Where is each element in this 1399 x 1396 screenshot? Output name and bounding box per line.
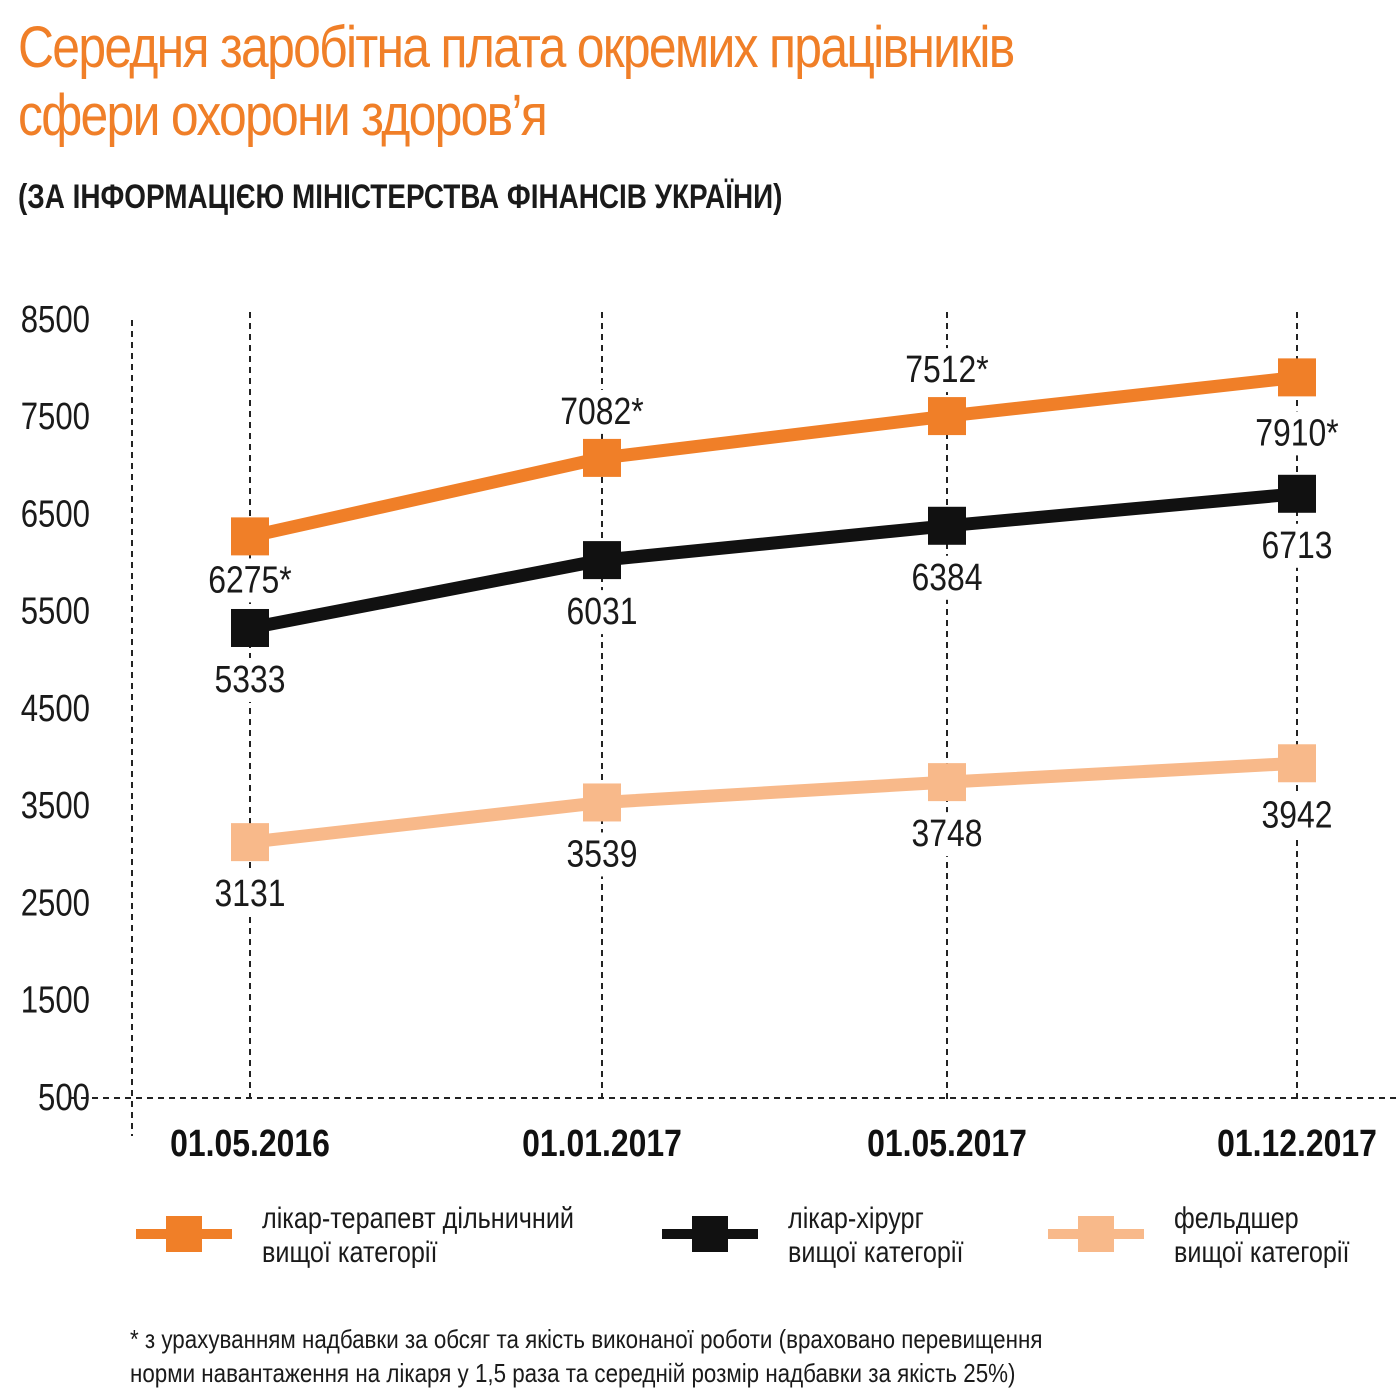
data-point-paramedic [583, 783, 621, 822]
legend-label-surgeon-1: лікар-хірург [788, 1202, 924, 1235]
chart-subtitle: (ЗА ІНФОРМАЦІЄЮ МІНІСТЕРСТВА ФІНАНСІВ УК… [18, 178, 783, 216]
data-label-therapist: 6275* [208, 559, 292, 601]
data-label-surgeon: 6031 [567, 591, 638, 633]
data-label-bg [901, 555, 993, 600]
data-label-therapist: 7082* [560, 390, 644, 432]
legend-label-paramedic-1: фельдшер [1174, 1202, 1299, 1235]
data-point-surgeon [231, 608, 269, 647]
chart-title-line-1: Середня заробітна плата окремих працівни… [18, 15, 1015, 80]
data-point-therapist [231, 517, 269, 556]
data-label-bg [204, 872, 296, 917]
x-tick-label: 01.01.2017 [522, 1122, 682, 1164]
series-line-surgeon [248, 487, 1298, 635]
data-label-therapist: 7910* [1255, 412, 1339, 454]
data-point-therapist [1278, 358, 1316, 397]
legend-marker-therapist [136, 1216, 232, 1252]
y-tick-label: 8500 [21, 299, 90, 341]
y-tick-label: 500 [38, 1077, 90, 1119]
data-label-bg [1251, 793, 1343, 838]
y-tick-label: 3500 [21, 785, 90, 827]
data-label-bg [901, 812, 993, 857]
data-label-paramedic: 3942 [1262, 794, 1333, 836]
y-tick-label: 6500 [21, 494, 90, 536]
data-label-paramedic: 3131 [215, 873, 286, 915]
legend-marker-paramedic [1048, 1216, 1144, 1252]
series-line-paramedic [249, 756, 1298, 849]
x-tick-label: 01.12.2017 [1217, 1122, 1377, 1164]
data-point-surgeon [928, 506, 966, 545]
data-label-bg [204, 657, 296, 702]
chart-title: Середня заробітна плата окремих працівни… [18, 14, 1188, 150]
legend-marker-surgeon [662, 1216, 758, 1252]
data-label-surgeon: 6384 [912, 556, 983, 598]
data-label-bg [556, 590, 648, 635]
data-point-paramedic [1278, 744, 1316, 783]
data-label-bg [556, 832, 648, 877]
data-point-therapist [928, 397, 966, 436]
legend-label-paramedic-2: вищої категорії [1174, 1236, 1350, 1269]
y-tick-label: 4500 [21, 688, 90, 730]
x-tick-label: 01.05.2017 [867, 1122, 1027, 1164]
data-point-surgeon [583, 541, 621, 580]
data-label-surgeon: 5333 [215, 658, 286, 700]
y-tick-label: 5500 [21, 591, 90, 633]
footnote: * з урахуванням надбавки за обсяг та які… [130, 1322, 1042, 1390]
chart-title-line-2: сфери охорони здоров’я [18, 83, 548, 148]
data-label-paramedic: 3539 [567, 833, 638, 875]
legend-label-surgeon-2: вищої категорії [788, 1236, 964, 1269]
footnote-line-2: норми навантаження на лікаря у 1,5 раза … [130, 1358, 1016, 1388]
data-point-surgeon [1278, 474, 1316, 513]
line-chart: 8500 7500 6500 5500 4500 3500 2500 1500 500 01.05… [21, 299, 1399, 1165]
legend-label-therapist-2: вищої категорії [262, 1236, 438, 1269]
data-label-bg [1251, 523, 1343, 568]
data-label-paramedic: 3748 [912, 813, 983, 855]
data-point-therapist [583, 438, 621, 477]
x-tick-label: 01.05.2016 [170, 1122, 330, 1164]
series-line-therapist [248, 370, 1298, 543]
data-label-bg [556, 389, 648, 434]
y-tick-label: 2500 [21, 883, 90, 925]
data-label-bg [901, 348, 993, 393]
legend-label-therapist-1: лікар-терапевт дільничний [262, 1202, 574, 1235]
data-label-bg [1251, 411, 1343, 456]
footnote-line-1: * з урахуванням надбавки за обсяг та які… [130, 1324, 1043, 1354]
data-label-surgeon: 6713 [1262, 524, 1333, 566]
data-label-therapist: 7512* [905, 349, 989, 391]
data-point-paramedic [231, 823, 269, 862]
data-label-bg [204, 558, 296, 603]
y-tick-label: 1500 [21, 980, 90, 1022]
y-tick-label: 7500 [21, 396, 90, 438]
data-point-paramedic [928, 763, 966, 802]
